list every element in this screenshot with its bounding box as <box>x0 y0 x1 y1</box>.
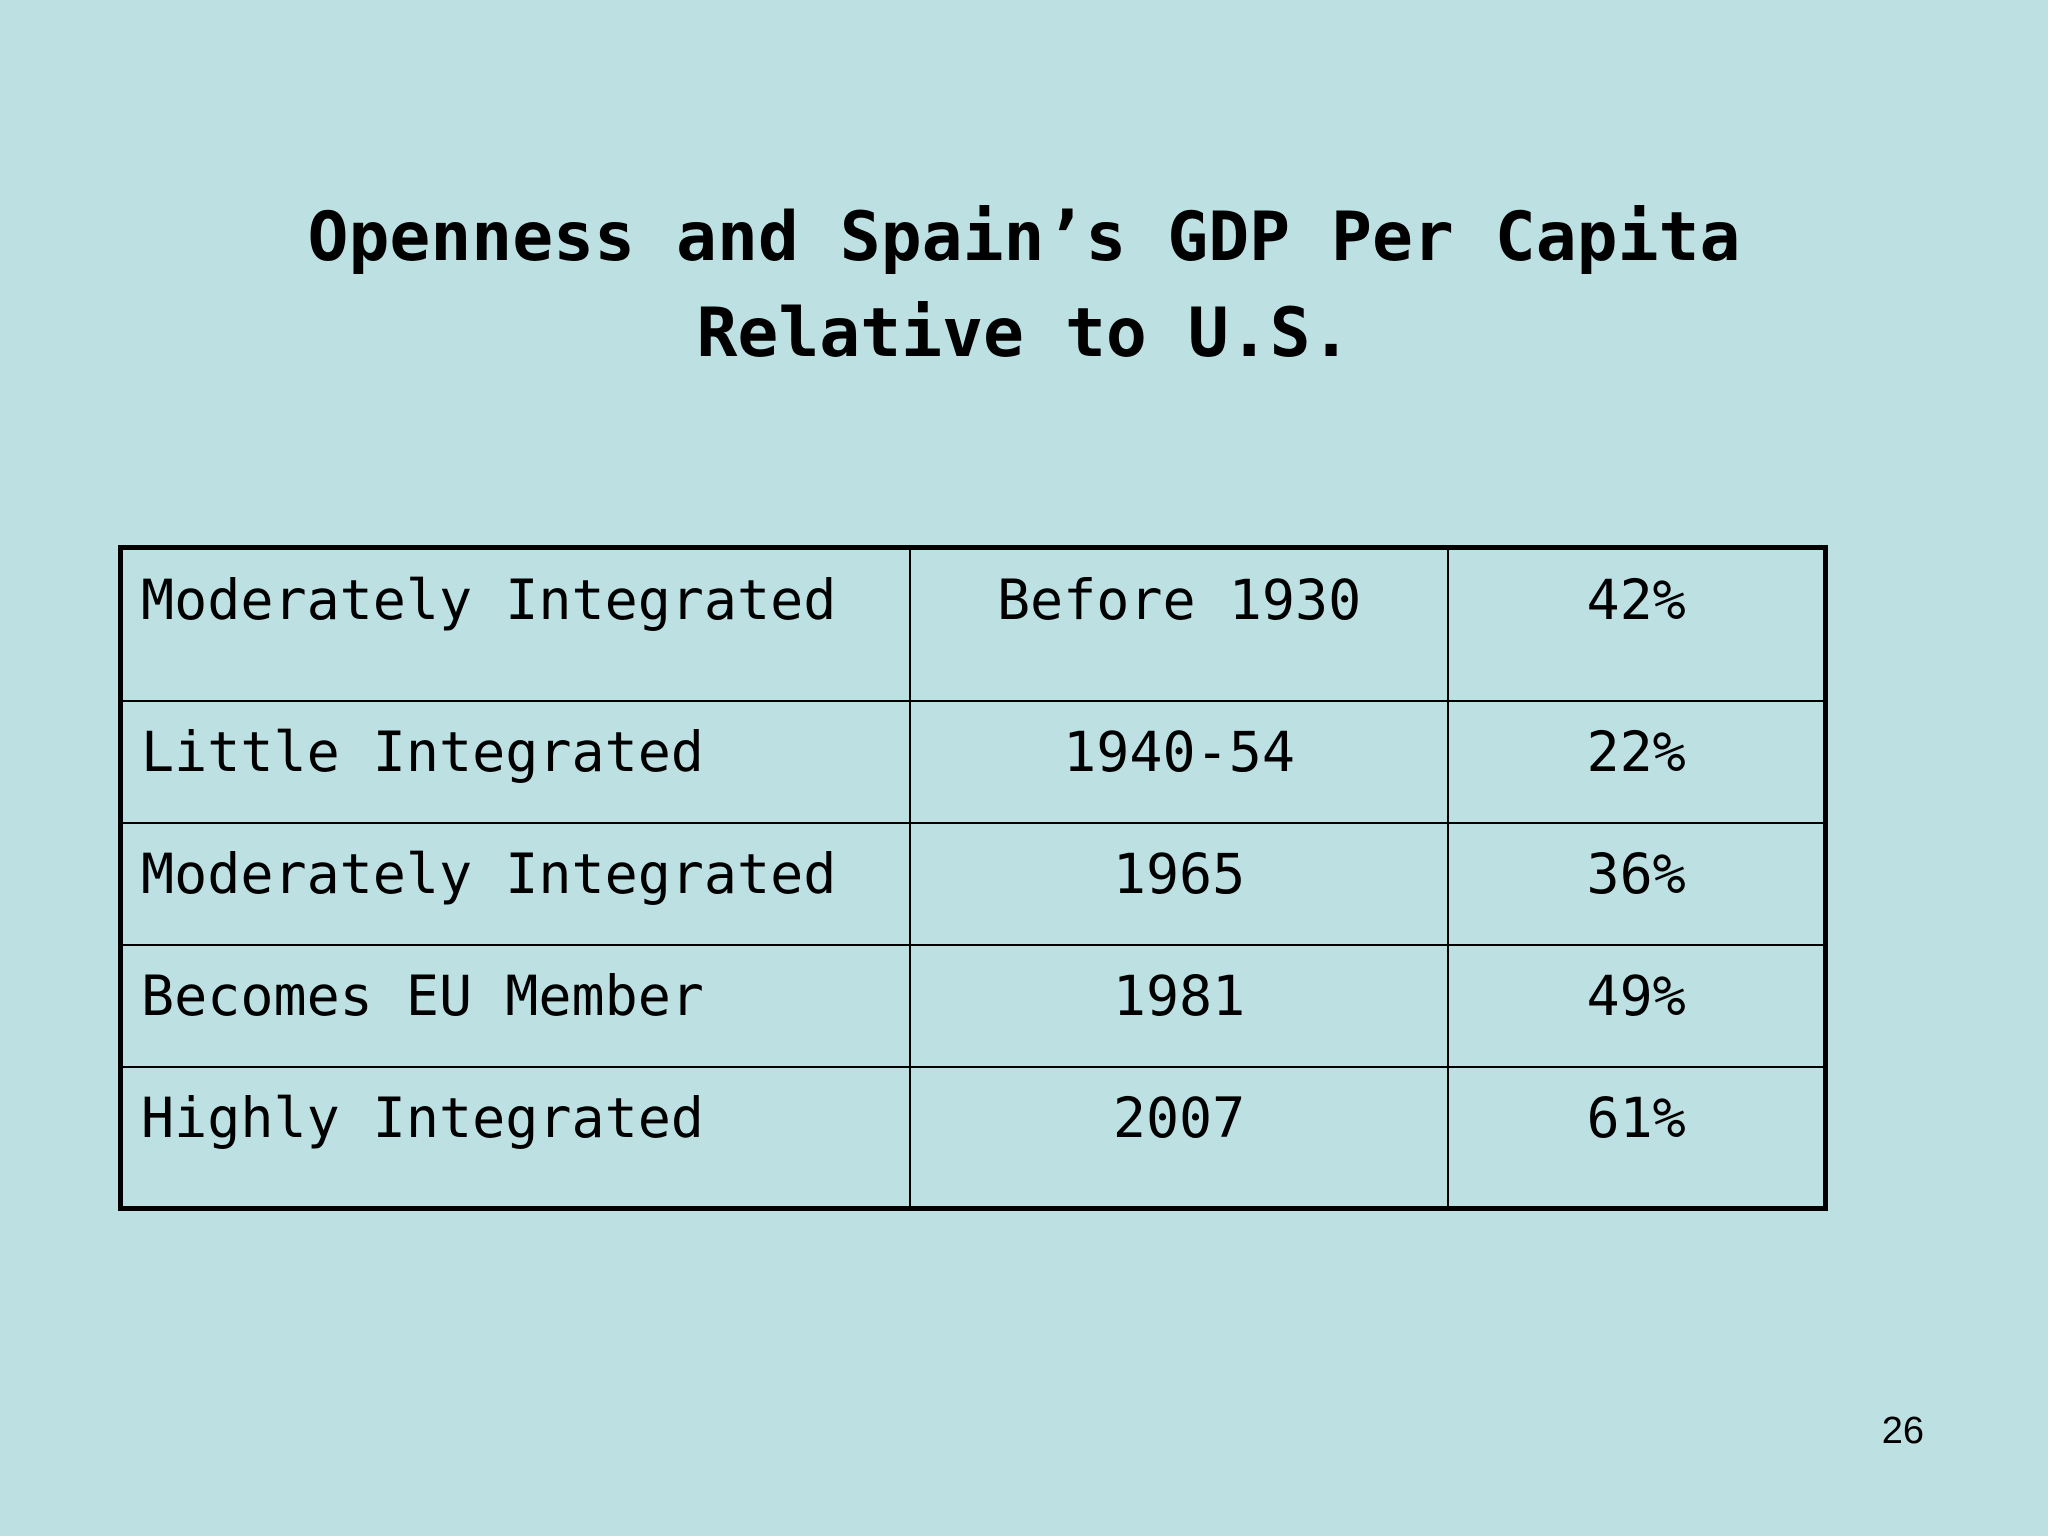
gdp-share-cell: 22% <box>1447 699 1827 824</box>
table-row: Becomes EU Member 1981 49% <box>119 943 1827 1068</box>
slide-number: 26 <box>1881 1410 1924 1452</box>
integration-cell: Moderately Integrated <box>119 821 911 946</box>
gdp-share-cell: 36% <box>1447 821 1827 946</box>
table-row: Moderately Integrated Before 1930 42% <box>119 546 1827 702</box>
gdp-share-cell: 42% <box>1447 546 1827 702</box>
table-row: Highly Integrated 2007 61% <box>119 1065 1827 1210</box>
integration-cell: Becomes EU Member <box>119 943 911 1068</box>
integration-cell: Little Integrated <box>119 699 911 824</box>
slide-title: Openness and Spain’s GDP Per Capita Rela… <box>0 190 2048 382</box>
integration-cell: Highly Integrated <box>119 1065 911 1210</box>
period-cell: 1965 <box>908 821 1450 946</box>
slide-title-line-2: Relative to U.S. <box>696 294 1352 373</box>
integration-cell: Moderately Integrated <box>119 546 911 702</box>
slide-title-line-1: Openness and Spain’s GDP Per Capita <box>307 198 1741 277</box>
period-cell: 1981 <box>908 943 1450 1068</box>
period-cell: 1940-54 <box>908 699 1450 824</box>
integration-gdp-table: Moderately Integrated Before 1930 42% Li… <box>118 545 1828 1211</box>
table-row: Little Integrated 1940-54 22% <box>119 699 1827 824</box>
gdp-share-cell: 61% <box>1447 1065 1827 1210</box>
gdp-share-cell: 49% <box>1447 943 1827 1068</box>
period-cell: Before 1930 <box>908 546 1450 702</box>
table-row: Moderately Integrated 1965 36% <box>119 821 1827 946</box>
period-cell: 2007 <box>908 1065 1450 1210</box>
